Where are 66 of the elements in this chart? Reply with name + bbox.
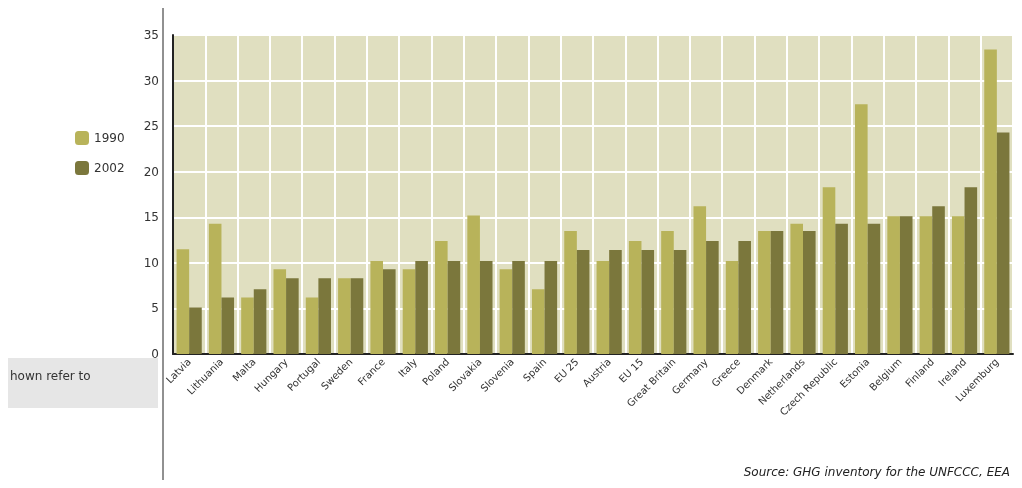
bar [576,250,590,354]
bar [318,278,331,354]
bar [208,223,222,354]
bar [253,289,267,354]
bar [758,230,771,354]
bar [996,132,1010,354]
bar [338,278,351,354]
bar [479,261,493,354]
legend-label: 2002 [94,161,125,175]
bar [370,261,383,354]
y-tick-label: 20 [143,164,159,179]
bar [641,250,655,354]
text: hown refer to [10,369,91,383]
x-tick-label: EU 25 [552,356,581,385]
bar [932,206,945,354]
bar [564,230,577,354]
bar [628,240,642,354]
bar [512,261,525,354]
y-tick-label: 15 [143,210,159,225]
bar [738,240,751,354]
bar [467,215,480,354]
bar [415,261,428,354]
bar [899,216,913,354]
bar [790,223,803,354]
y-tick-label: 25 [143,119,159,134]
bar [189,307,202,354]
bar [544,261,558,354]
x-tick-label: EU 15 [616,356,646,385]
legend-label: 1990 [94,131,125,145]
bar [286,278,299,354]
bar [273,269,287,354]
bar [855,104,868,354]
bar [221,297,235,354]
bar [596,261,610,354]
bar [770,230,784,354]
bar [984,49,997,354]
bar [176,249,190,354]
bar [305,297,319,354]
y-tick-label: 30 [143,73,159,88]
bar [835,223,848,354]
bar [241,297,254,354]
bar [350,278,364,354]
bar [661,230,674,354]
bar [609,250,622,354]
bar [951,216,965,354]
bar [435,240,448,354]
y-tick-label: 10 [143,255,159,270]
y-tick-label: 0 [151,347,159,361]
bar [499,269,513,354]
bar [383,269,396,354]
y-tick-label: 5 [151,301,159,316]
bar [402,269,416,354]
y-tick-label: 35 [143,28,159,42]
bar [803,230,816,354]
bar [447,261,461,354]
bar [919,216,933,354]
source-note: Source: GHG inventory for the UNFCCC, EEA [743,465,1011,479]
bar [673,250,687,354]
bar [867,223,881,354]
bar [822,187,836,354]
bar [887,216,900,354]
bar [693,206,707,354]
bar [706,240,719,354]
bar [725,261,739,354]
bar [531,289,545,354]
bar [964,187,978,354]
